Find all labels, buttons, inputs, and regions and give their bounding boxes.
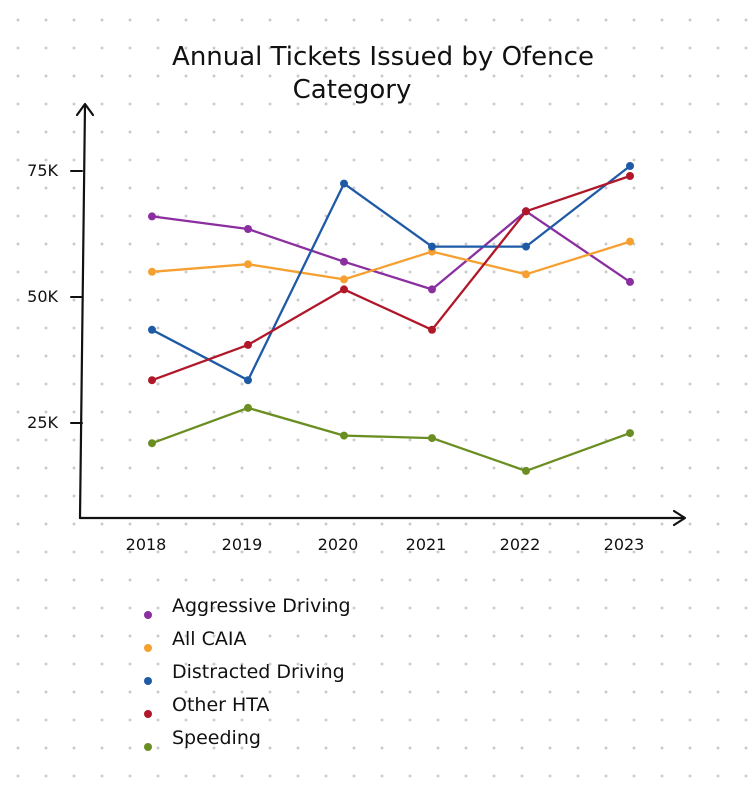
legend-item: Aggressive Driving	[144, 595, 351, 619]
legend-item: Distracted Driving	[144, 661, 345, 685]
data-point	[522, 242, 530, 251]
data-point	[428, 434, 436, 443]
data-point	[340, 275, 348, 284]
data-point	[340, 431, 348, 440]
data-point	[244, 376, 252, 385]
series-line	[150, 406, 632, 473]
legend-item: All CAIA	[144, 628, 246, 652]
data-point	[626, 429, 634, 438]
y-tick-label: 75K	[27, 161, 58, 180]
x-tick-label: 2020	[318, 535, 359, 554]
x-axis-arrowhead	[672, 509, 687, 527]
data-point	[428, 325, 436, 334]
data-point	[148, 439, 156, 448]
x-axis-ticks: 2018 2019 2020 2021 2022 2023	[126, 535, 645, 554]
legend: Aggressive Driving All CAIA Distracted Dri…	[144, 595, 351, 751]
legend-item: Speeding	[144, 727, 261, 751]
y-axis-line	[78, 103, 87, 520]
x-tick-label: 2019	[222, 535, 263, 554]
chart-title: Annual Tickets Issued by Ofence Category	[172, 42, 594, 105]
data-point	[148, 267, 156, 276]
data-point	[522, 270, 530, 279]
x-tick-label: 2023	[604, 535, 645, 554]
data-point	[148, 376, 156, 385]
data-point	[626, 162, 634, 170]
data-point	[428, 242, 436, 251]
data-point	[148, 212, 156, 221]
data-point	[244, 225, 252, 233]
data-point	[340, 179, 348, 188]
legend-label: Speeding	[172, 727, 261, 749]
axes	[75, 102, 687, 527]
legend-label: Aggressive Driving	[172, 595, 351, 617]
series-4	[148, 403, 634, 475]
y-tick-label: 25K	[27, 413, 58, 432]
y-axis-arrowhead	[75, 102, 95, 117]
series-line	[150, 164, 632, 382]
legend-marker	[144, 743, 152, 751]
data-point	[522, 466, 530, 475]
data-point	[626, 277, 634, 286]
legend-marker	[144, 677, 152, 685]
data-point	[340, 257, 348, 266]
x-tick-label: 2022	[500, 535, 541, 554]
series-2	[148, 162, 634, 385]
data-point	[626, 172, 634, 180]
series-line	[150, 174, 632, 382]
legend-marker	[144, 611, 152, 619]
series-line	[150, 210, 632, 291]
y-tick-label: 50K	[27, 287, 58, 306]
x-tick-label: 2021	[406, 535, 447, 554]
data-point	[244, 260, 252, 269]
legend-label: Other HTA	[172, 694, 269, 716]
data-point	[522, 207, 530, 216]
data-point	[626, 237, 634, 246]
series-1	[148, 237, 634, 284]
legend-marker	[144, 710, 152, 718]
y-axis-ticks: 25K 50K 75K	[27, 161, 83, 432]
series-layer	[148, 162, 634, 475]
chart-title-line-1: Annual Tickets Issued by Ofence	[172, 42, 594, 72]
data-point	[244, 340, 252, 349]
legend-marker	[144, 644, 152, 652]
legend-label: Distracted Driving	[172, 661, 345, 683]
data-point	[148, 325, 156, 334]
series-3	[148, 172, 634, 385]
series-line	[150, 240, 632, 281]
legend-item: Other HTA	[144, 694, 269, 718]
data-point	[244, 403, 252, 412]
data-point	[340, 285, 348, 294]
legend-label: All CAIA	[172, 628, 246, 650]
chart-title-line-2: Category	[293, 75, 412, 105]
data-point	[428, 285, 436, 294]
x-tick-label: 2018	[126, 535, 167, 554]
